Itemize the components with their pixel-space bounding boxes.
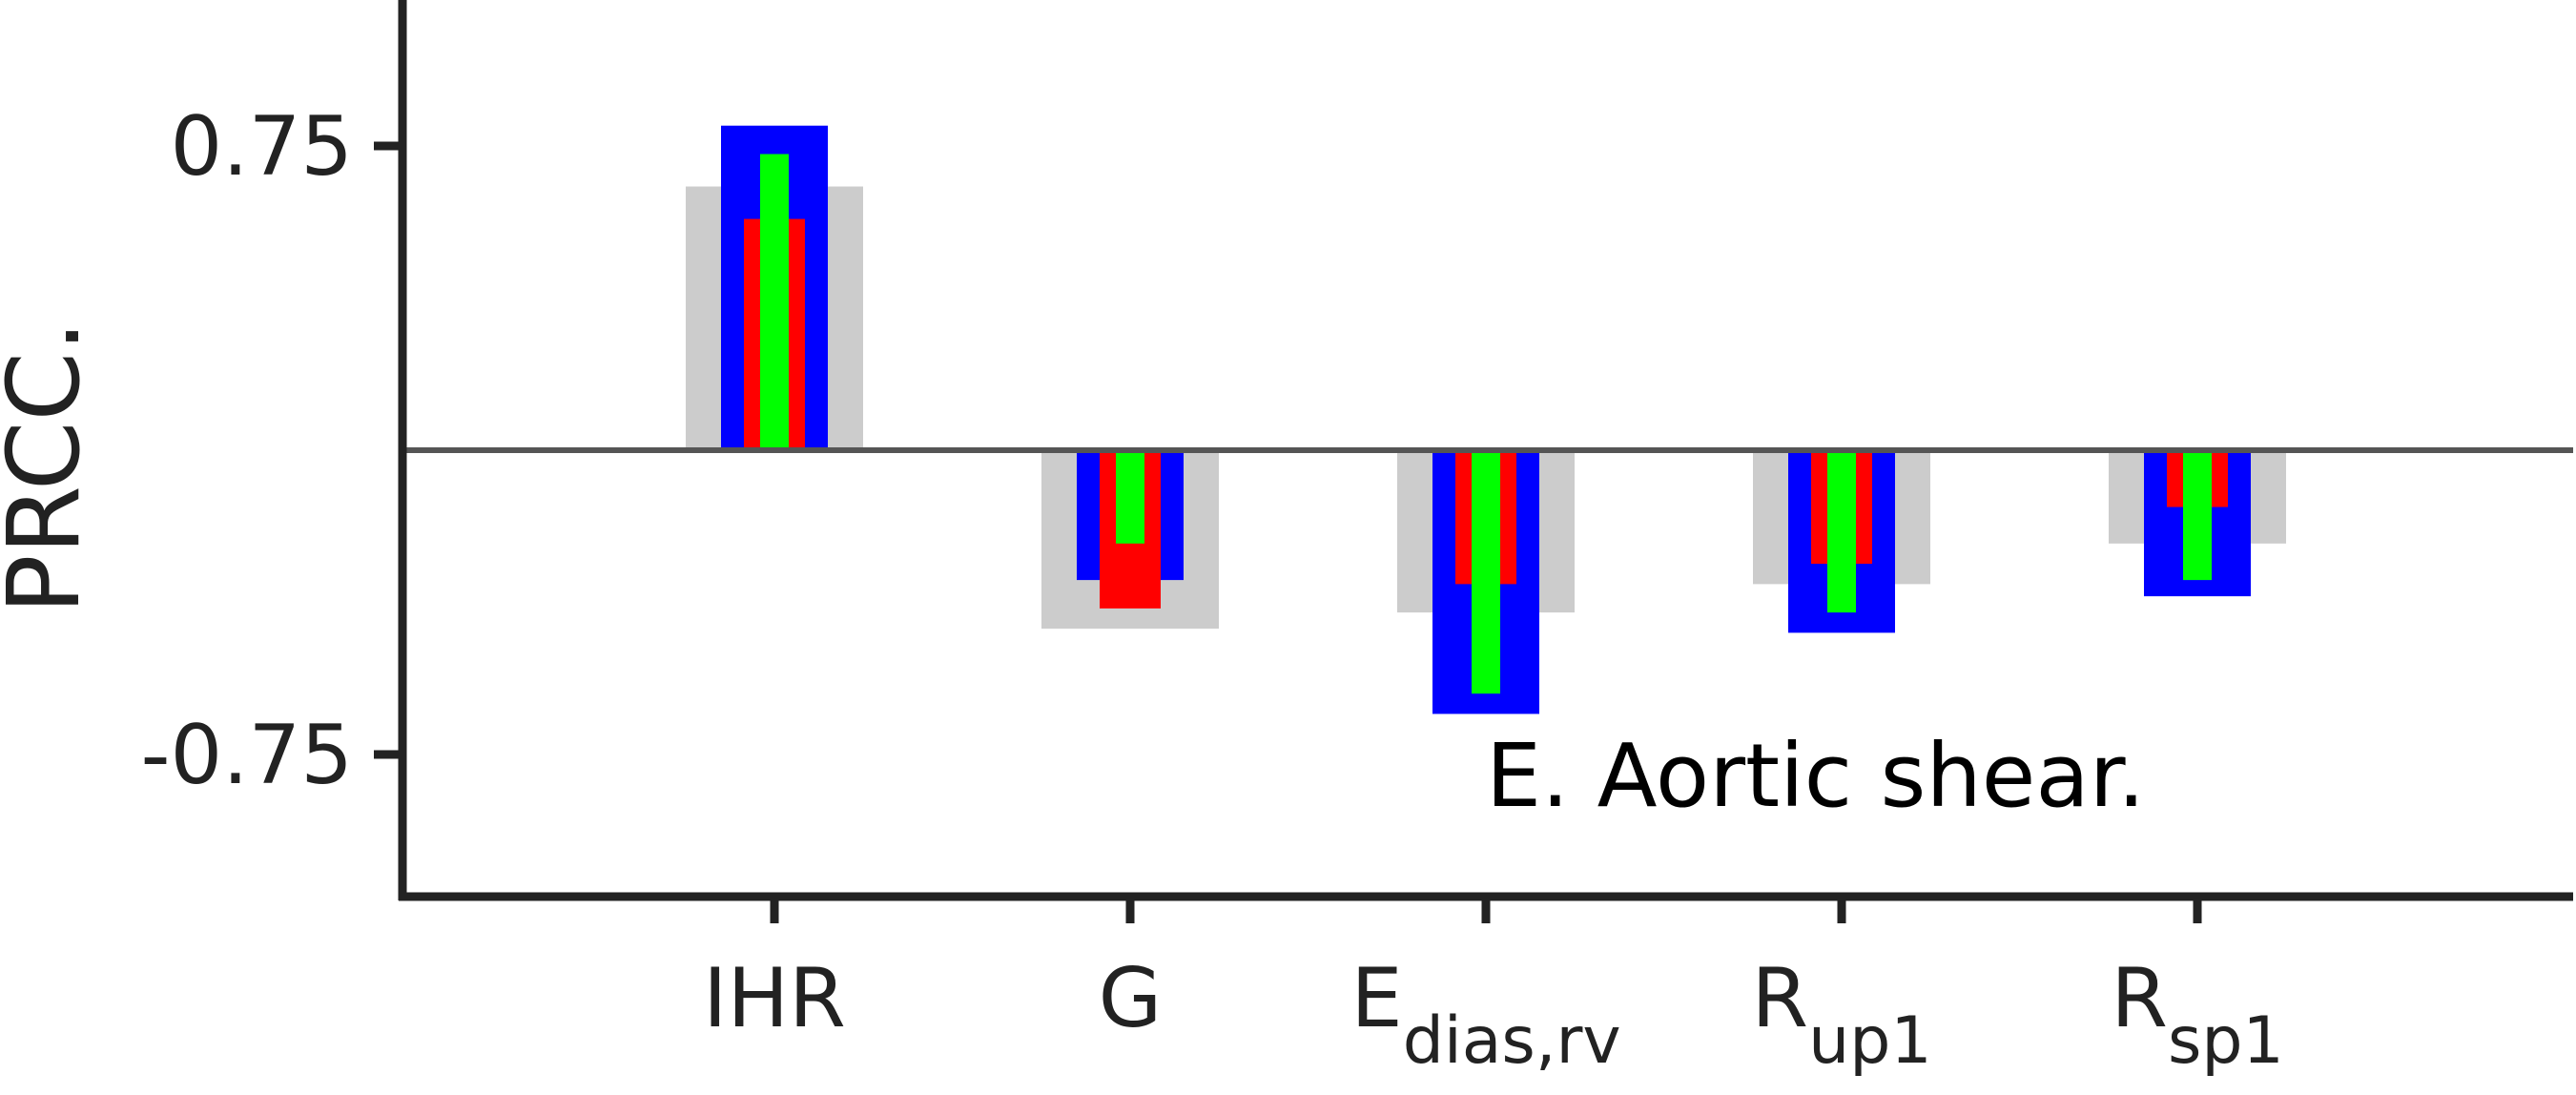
x-tick-label: Edias,rv	[1350, 951, 1620, 1079]
x-tick-label: Rup1	[1751, 951, 1931, 1079]
chart-annotation: E. Aortic shear.	[1486, 725, 2145, 827]
bar-series-4-cat-4	[1827, 450, 1856, 613]
y-tick-label: 0.75	[171, 99, 353, 195]
y-axis-label: PRCC.	[0, 320, 102, 614]
x-tick-label: G	[1099, 951, 1163, 1046]
bar-series-4-cat-5	[2183, 450, 2212, 581]
bars-layer	[686, 125, 2286, 714]
x-ticks: IHR G Edias,rv Rup1 Rsp1	[703, 897, 2284, 1079]
bar-series-4-cat-2	[1116, 450, 1144, 544]
bar-series-4-cat-1	[760, 154, 789, 451]
y-ticks: 0.75 -0.75	[140, 99, 402, 803]
x-tick-label: Rsp1	[2111, 951, 2284, 1079]
y-tick-label: -0.75	[140, 708, 353, 803]
x-tick-label: IHR	[703, 951, 846, 1046]
bar-series-4-cat-3	[1472, 450, 1500, 694]
